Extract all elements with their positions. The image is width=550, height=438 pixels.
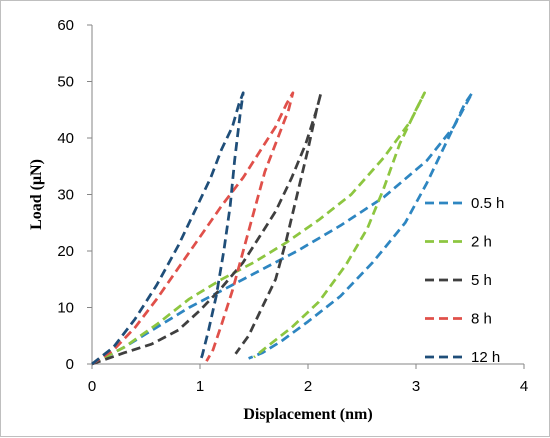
legend-label-3: 5 h [471, 272, 492, 289]
series-line-4 [91, 91, 295, 366]
y-tick-label: 0 [66, 356, 74, 373]
x-tick-label: 3 [412, 378, 420, 395]
y-tick-label: 10 [57, 300, 74, 317]
y-axis: 0 10 20 30 40 50 60 [57, 17, 93, 373]
y-tick-label: 50 [57, 74, 74, 91]
x-tick-label: 2 [304, 378, 312, 395]
legend: 0.5 h 2 h 5 h 8 h 12 h [425, 195, 504, 366]
legend-label-2: 2 h [471, 234, 492, 251]
y-tick-label: 40 [57, 130, 74, 147]
y-tick-label: 30 [57, 187, 74, 204]
x-axis: 0 1 2 3 4 [88, 363, 528, 395]
series-line-1 [91, 91, 474, 366]
legend-label-4: 8 h [471, 311, 492, 328]
x-tick-label: 1 [196, 378, 204, 395]
x-tick-label: 0 [88, 378, 96, 395]
series-layer [91, 91, 474, 366]
legend-label-5: 12 h [471, 349, 500, 366]
x-tick-label: 4 [520, 378, 528, 395]
legend-label-1: 0.5 h [471, 195, 504, 212]
y-tick-label: 60 [57, 17, 74, 34]
y-tick-label: 20 [57, 243, 74, 260]
series-line-5 [91, 91, 245, 366]
x-axis-title: Displacement (nm) [243, 406, 372, 423]
series-line-2 [91, 91, 426, 366]
y-axis-title: Load (μN) [28, 159, 45, 230]
series-line-3 [91, 91, 323, 366]
